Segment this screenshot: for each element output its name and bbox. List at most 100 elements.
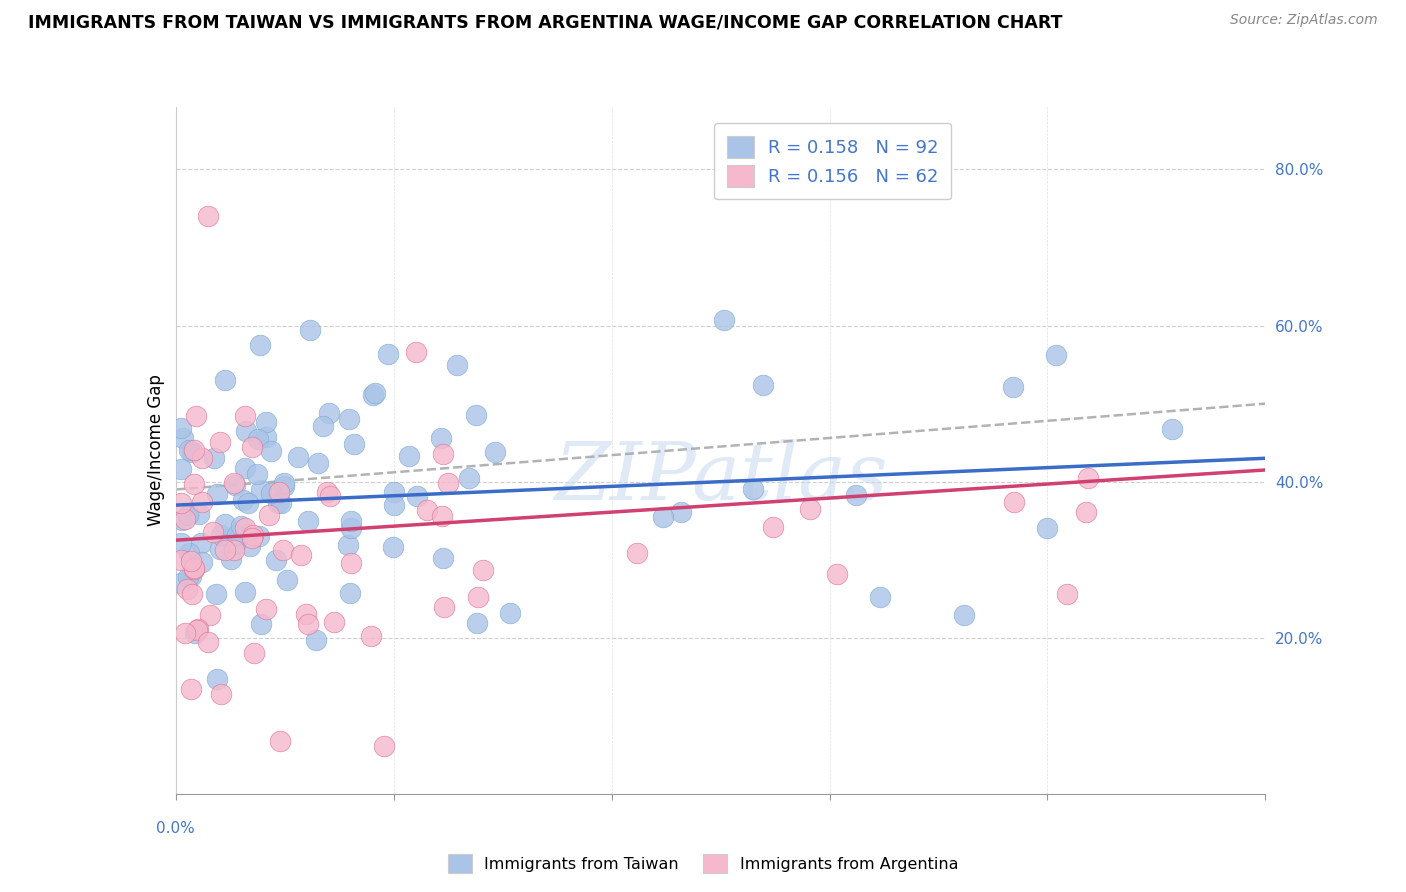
Point xyxy=(416,503,439,517)
Point xyxy=(242,441,264,455)
Point xyxy=(269,485,291,500)
Point xyxy=(180,569,202,583)
Point xyxy=(250,483,273,497)
Point xyxy=(340,521,363,535)
Point xyxy=(184,626,207,640)
Point xyxy=(297,514,319,528)
Point xyxy=(183,477,205,491)
Point xyxy=(260,485,283,500)
Point xyxy=(382,540,405,554)
Text: IMMIGRANTS FROM TAIWAN VS IMMIGRANTS FROM ARGENTINA WAGE/INCOME GAP CORRELATION : IMMIGRANTS FROM TAIWAN VS IMMIGRANTS FRO… xyxy=(28,13,1063,31)
Point xyxy=(1077,470,1099,484)
Point xyxy=(799,502,821,516)
Point xyxy=(1002,495,1025,509)
Point xyxy=(398,449,420,463)
Point xyxy=(1002,380,1025,394)
Point xyxy=(183,442,205,457)
Point xyxy=(273,476,295,491)
Point xyxy=(336,538,359,552)
Point xyxy=(269,734,291,748)
Point xyxy=(363,387,385,401)
Point xyxy=(254,602,277,616)
Point xyxy=(205,587,228,601)
Y-axis label: Wage/Income Gap: Wage/Income Gap xyxy=(146,375,165,526)
Point xyxy=(299,323,322,337)
Point xyxy=(295,607,318,622)
Point xyxy=(742,483,765,497)
Point xyxy=(652,509,675,524)
Point xyxy=(446,359,468,373)
Point xyxy=(205,672,228,686)
Point xyxy=(229,518,252,533)
Point xyxy=(254,415,277,429)
Point xyxy=(752,377,775,392)
Point xyxy=(1161,422,1184,436)
Point xyxy=(183,562,205,576)
Point xyxy=(226,528,249,542)
Point xyxy=(266,553,288,567)
Point xyxy=(499,606,522,620)
Point xyxy=(177,570,200,584)
Point xyxy=(170,553,193,567)
Point xyxy=(180,554,202,568)
Point xyxy=(176,582,198,596)
Point xyxy=(202,525,225,540)
Point xyxy=(224,478,246,492)
Point xyxy=(671,505,693,519)
Point xyxy=(432,447,454,461)
Point xyxy=(172,431,194,445)
Point xyxy=(270,496,292,510)
Point xyxy=(465,616,488,631)
Point xyxy=(257,508,280,523)
Point xyxy=(297,616,319,631)
Point xyxy=(952,608,974,623)
Point xyxy=(825,566,848,581)
Point xyxy=(191,495,214,509)
Point xyxy=(208,542,231,557)
Point xyxy=(1056,587,1078,601)
Point xyxy=(190,450,212,465)
Point xyxy=(180,445,202,459)
Point xyxy=(484,444,506,458)
Point xyxy=(172,513,194,527)
Point xyxy=(184,409,207,423)
Point xyxy=(472,563,495,577)
Point xyxy=(458,471,481,485)
Point xyxy=(429,431,451,445)
Point xyxy=(170,462,193,476)
Point xyxy=(322,615,344,630)
Text: Source: ZipAtlas.com: Source: ZipAtlas.com xyxy=(1230,13,1378,28)
Text: ZIPatlas: ZIPatlas xyxy=(554,439,887,516)
Point xyxy=(382,484,405,499)
Point xyxy=(170,535,193,549)
Point xyxy=(219,552,242,566)
Point xyxy=(174,512,197,526)
Point xyxy=(287,450,309,464)
Point xyxy=(271,542,294,557)
Point xyxy=(713,313,735,327)
Point xyxy=(433,599,456,614)
Point xyxy=(209,687,232,701)
Point xyxy=(249,338,271,352)
Point xyxy=(340,556,363,570)
Point xyxy=(267,496,290,510)
Point xyxy=(198,607,221,622)
Point xyxy=(243,646,266,660)
Point xyxy=(1074,505,1097,519)
Point xyxy=(465,408,488,422)
Point xyxy=(170,421,193,435)
Point xyxy=(197,635,219,649)
Point xyxy=(202,450,225,465)
Point xyxy=(214,517,236,532)
Point xyxy=(245,467,267,481)
Point xyxy=(373,739,395,754)
Point xyxy=(319,489,342,503)
Point xyxy=(340,514,363,528)
Point xyxy=(259,444,281,458)
Point xyxy=(197,209,219,223)
Point xyxy=(187,622,209,636)
Point xyxy=(1036,521,1059,535)
Point xyxy=(250,616,273,631)
Point xyxy=(869,590,891,604)
Point xyxy=(360,629,382,643)
